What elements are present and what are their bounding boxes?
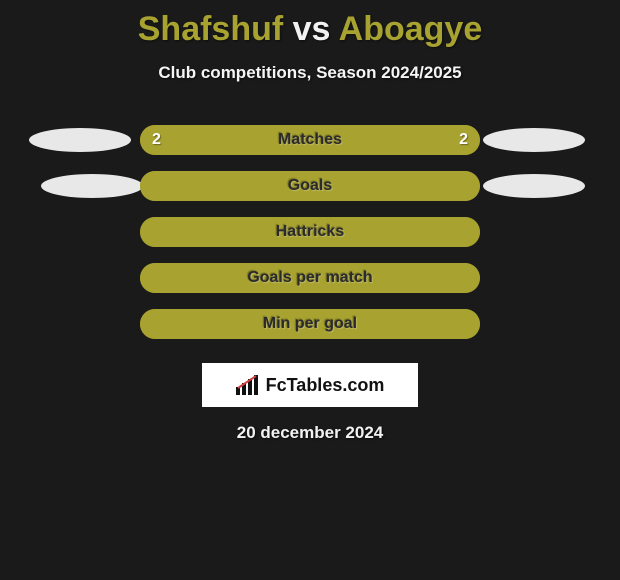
pill-right-wrap [480,128,588,152]
pill-left-wrap [32,174,140,198]
player2-pill [483,174,585,198]
vs-text: vs [283,10,338,48]
stat-bar: Min per goal [140,309,480,339]
stat-label: Min per goal [140,309,480,339]
pill-left-wrap [32,128,140,152]
stat-bar: Matches2 2 [140,125,480,155]
player2-pill [483,128,585,152]
stat-label: Matches [140,125,480,155]
pill-right-wrap [480,174,588,198]
pill-left-wrap [32,266,140,290]
pill-right-wrap [480,220,588,244]
stats-rows: Matches2 2 Goals Hattricks Goals per match Mi… [0,117,620,347]
logo-text: FcTables.com [266,375,385,396]
pill-left-wrap [32,220,140,244]
stat-label: Goals [140,171,480,201]
player1-name: Shafshuf [138,10,283,48]
player2-name: Aboagye [339,10,483,48]
stat-row: Min per goal [0,301,620,347]
stat-row: Matches2 2 [0,117,620,163]
stat-row: Goals [0,163,620,209]
pill-right-wrap [480,312,588,336]
pill-left-wrap [32,312,140,336]
stat-bar: Goals per match [140,263,480,293]
page-title: Shafshuf vs Aboagye [0,0,620,49]
date: 20 december 2024 [0,423,620,443]
stat-value-right: 2 [459,125,468,155]
stat-row: Goals per match [0,255,620,301]
stat-row: Hattricks [0,209,620,255]
subtitle: Club competitions, Season 2024/2025 [0,63,620,83]
stat-label: Hattricks [140,217,480,247]
stat-label: Goals per match [140,263,480,293]
logo: FcTables.com [236,375,385,396]
bars-icon [236,375,260,395]
stat-bar: Hattricks [140,217,480,247]
logo-box[interactable]: FcTables.com [202,363,418,407]
player1-pill [29,128,131,152]
stat-bar: Goals [140,171,480,201]
pill-right-wrap [480,266,588,290]
player1-pill [41,174,143,198]
stat-value-left: 2 [152,125,161,155]
